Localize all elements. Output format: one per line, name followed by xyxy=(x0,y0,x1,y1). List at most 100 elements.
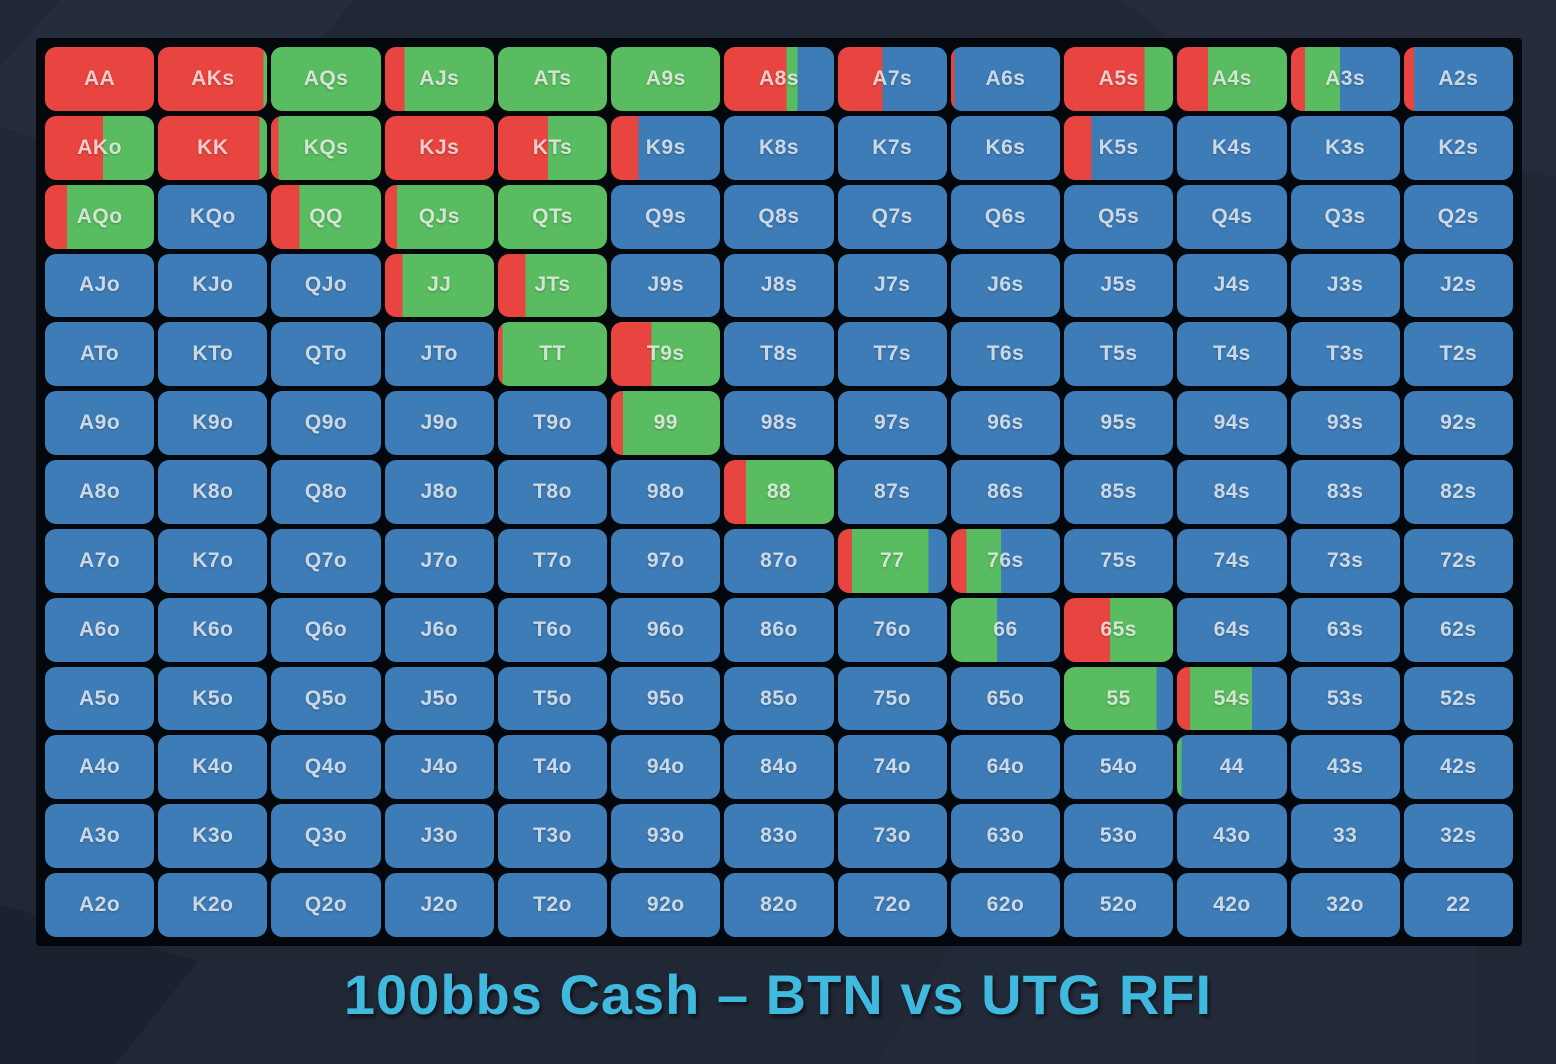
hand-cell-K4o[interactable]: K4o xyxy=(158,735,268,800)
hand-cell-K3s[interactable]: K3s xyxy=(1290,115,1400,180)
hand-cell-QTs[interactable]: QTs xyxy=(497,184,608,249)
hand-cell-K9o[interactable]: K9o xyxy=(158,391,268,456)
hand-cell-T6o[interactable]: T6o xyxy=(497,597,608,662)
hand-cell-J8o[interactable]: J8o xyxy=(384,460,494,524)
hand-cell-T5s[interactable]: T5s xyxy=(1064,322,1174,387)
hand-cell-87o[interactable]: 87o xyxy=(724,528,834,593)
hand-cell-73o[interactable]: 73o xyxy=(837,804,947,869)
hand-cell-85s[interactable]: 85s xyxy=(1064,460,1174,524)
hand-cell-K7o[interactable]: K7o xyxy=(158,528,268,593)
hand-cell-T4o[interactable]: T4o xyxy=(497,735,608,800)
hand-cell-KJo[interactable]: KJo xyxy=(158,253,268,318)
hand-cell-KJs[interactable]: KJs xyxy=(384,115,494,180)
hand-cell-QTo[interactable]: QTo xyxy=(271,322,381,387)
hand-cell-T7o[interactable]: T7o xyxy=(497,528,608,593)
hand-cell-63o[interactable]: 63o xyxy=(950,804,1061,869)
hand-cell-A7o[interactable]: A7o xyxy=(45,528,155,593)
hand-cell-K8o[interactable]: K8o xyxy=(158,460,268,524)
hand-cell-44[interactable]: 44 xyxy=(1177,735,1287,800)
hand-cell-A5s[interactable]: A5s xyxy=(1064,47,1174,111)
hand-cell-22[interactable]: 22 xyxy=(1403,873,1513,937)
hand-cell-83o[interactable]: 83o xyxy=(724,804,834,869)
hand-cell-86s[interactable]: 86s xyxy=(950,460,1061,524)
hand-cell-T2s[interactable]: T2s xyxy=(1403,322,1513,387)
hand-cell-84s[interactable]: 84s xyxy=(1177,460,1287,524)
hand-cell-55[interactable]: 55 xyxy=(1064,666,1174,731)
hand-cell-A2o[interactable]: A2o xyxy=(45,873,155,937)
hand-cell-QJo[interactable]: QJo xyxy=(271,253,381,318)
hand-cell-95s[interactable]: 95s xyxy=(1064,391,1174,456)
hand-cell-ATo[interactable]: ATo xyxy=(45,322,155,387)
hand-cell-K5s[interactable]: K5s xyxy=(1064,115,1174,180)
hand-cell-Q7o[interactable]: Q7o xyxy=(271,528,381,593)
hand-cell-J2o[interactable]: J2o xyxy=(384,873,494,937)
hand-cell-65s[interactable]: 65s xyxy=(1064,597,1174,662)
hand-cell-T6s[interactable]: T6s xyxy=(950,322,1061,387)
hand-cell-53o[interactable]: 53o xyxy=(1064,804,1174,869)
hand-cell-43s[interactable]: 43s xyxy=(1290,735,1400,800)
hand-cell-94s[interactable]: 94s xyxy=(1177,391,1287,456)
hand-cell-A8s[interactable]: A8s xyxy=(724,47,834,111)
hand-cell-43o[interactable]: 43o xyxy=(1177,804,1287,869)
hand-cell-T7s[interactable]: T7s xyxy=(837,322,947,387)
hand-cell-Q6s[interactable]: Q6s xyxy=(950,184,1061,249)
hand-cell-K2o[interactable]: K2o xyxy=(158,873,268,937)
hand-cell-Q3o[interactable]: Q3o xyxy=(271,804,381,869)
hand-cell-A6s[interactable]: A6s xyxy=(950,47,1061,111)
hand-cell-J9o[interactable]: J9o xyxy=(384,391,494,456)
hand-cell-77[interactable]: 77 xyxy=(837,528,947,593)
hand-cell-42s[interactable]: 42s xyxy=(1403,735,1513,800)
hand-cell-Q4o[interactable]: Q4o xyxy=(271,735,381,800)
hand-cell-86o[interactable]: 86o xyxy=(724,597,834,662)
hand-cell-97s[interactable]: 97s xyxy=(837,391,947,456)
hand-cell-92o[interactable]: 92o xyxy=(611,873,721,937)
hand-cell-Q7s[interactable]: Q7s xyxy=(837,184,947,249)
hand-cell-J4o[interactable]: J4o xyxy=(384,735,494,800)
hand-cell-73s[interactable]: 73s xyxy=(1290,528,1400,593)
hand-cell-76s[interactable]: 76s xyxy=(950,528,1061,593)
hand-cell-KQo[interactable]: KQo xyxy=(158,184,268,249)
hand-cell-T2o[interactable]: T2o xyxy=(497,873,608,937)
hand-cell-T3s[interactable]: T3s xyxy=(1290,322,1400,387)
hand-cell-K8s[interactable]: K8s xyxy=(724,115,834,180)
hand-cell-A7s[interactable]: A7s xyxy=(837,47,947,111)
hand-cell-AKs[interactable]: AKs xyxy=(158,47,268,111)
hand-cell-64o[interactable]: 64o xyxy=(950,735,1061,800)
hand-cell-83s[interactable]: 83s xyxy=(1290,460,1400,524)
hand-cell-J7s[interactable]: J7s xyxy=(837,253,947,318)
hand-cell-93s[interactable]: 93s xyxy=(1290,391,1400,456)
hand-cell-T9s[interactable]: T9s xyxy=(611,322,721,387)
hand-cell-A2s[interactable]: A2s xyxy=(1403,47,1513,111)
hand-cell-T5o[interactable]: T5o xyxy=(497,666,608,731)
hand-cell-66[interactable]: 66 xyxy=(950,597,1061,662)
hand-cell-K3o[interactable]: K3o xyxy=(158,804,268,869)
hand-cell-AJo[interactable]: AJo xyxy=(45,253,155,318)
hand-cell-AA[interactable]: AA xyxy=(45,47,155,111)
hand-cell-76o[interactable]: 76o xyxy=(837,597,947,662)
hand-cell-52s[interactable]: 52s xyxy=(1403,666,1513,731)
hand-cell-JTs[interactable]: JTs xyxy=(497,253,608,318)
hand-cell-95o[interactable]: 95o xyxy=(611,666,721,731)
hand-cell-J8s[interactable]: J8s xyxy=(724,253,834,318)
hand-cell-K7s[interactable]: K7s xyxy=(837,115,947,180)
hand-cell-J5o[interactable]: J5o xyxy=(384,666,494,731)
hand-cell-Q8o[interactable]: Q8o xyxy=(271,460,381,524)
hand-cell-Q5s[interactable]: Q5s xyxy=(1064,184,1174,249)
hand-cell-Q8s[interactable]: Q8s xyxy=(724,184,834,249)
hand-cell-J4s[interactable]: J4s xyxy=(1177,253,1287,318)
hand-cell-62s[interactable]: 62s xyxy=(1403,597,1513,662)
hand-cell-T3o[interactable]: T3o xyxy=(497,804,608,869)
hand-cell-75o[interactable]: 75o xyxy=(837,666,947,731)
hand-cell-A4o[interactable]: A4o xyxy=(45,735,155,800)
hand-cell-J7o[interactable]: J7o xyxy=(384,528,494,593)
hand-cell-K5o[interactable]: K5o xyxy=(158,666,268,731)
hand-cell-64s[interactable]: 64s xyxy=(1177,597,1287,662)
hand-cell-62o[interactable]: 62o xyxy=(950,873,1061,937)
hand-cell-A3o[interactable]: A3o xyxy=(45,804,155,869)
hand-cell-54o[interactable]: 54o xyxy=(1064,735,1174,800)
hand-cell-AQs[interactable]: AQs xyxy=(271,47,381,111)
hand-cell-42o[interactable]: 42o xyxy=(1177,873,1287,937)
hand-cell-A6o[interactable]: A6o xyxy=(45,597,155,662)
hand-cell-72o[interactable]: 72o xyxy=(837,873,947,937)
hand-cell-J9s[interactable]: J9s xyxy=(611,253,721,318)
